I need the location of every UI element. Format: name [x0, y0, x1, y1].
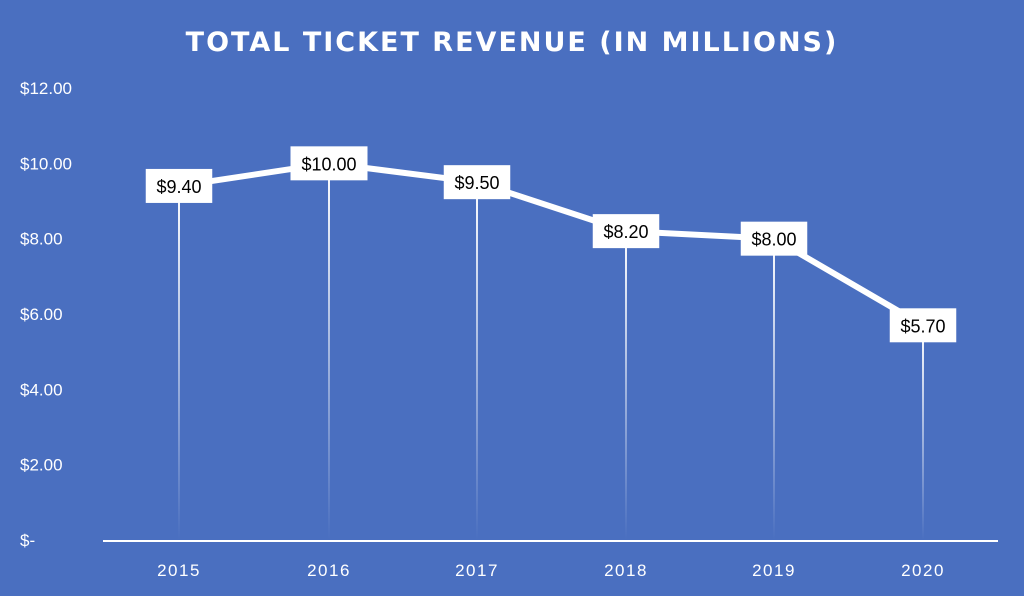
x-tick-label: 2016	[307, 561, 351, 580]
drop-line	[773, 238, 775, 540]
data-label-text: $5.70	[900, 316, 945, 336]
data-label: $10.00	[290, 146, 368, 181]
data-label-box	[443, 165, 511, 200]
y-tick-label: $10.00	[20, 154, 72, 173]
x-tick-label: 2015	[157, 561, 201, 580]
drop-line	[922, 325, 924, 540]
x-tick-label: 2019	[752, 561, 796, 580]
data-label-box	[592, 214, 660, 249]
data-label-text: $10.00	[301, 154, 356, 174]
data-label: $9.40	[145, 168, 213, 203]
series-line	[178, 160, 925, 328]
data-label-text: $8.00	[751, 230, 796, 250]
x-tick-label: 2018	[604, 561, 648, 580]
y-tick-label: $8.00	[20, 230, 63, 249]
chart-title: TOTAL TICKET REVENUE (IN MILLIONS)	[186, 27, 839, 58]
data-label-box	[889, 308, 957, 343]
y-tick-label: $-	[20, 531, 35, 550]
data-label-text: $9.40	[156, 177, 201, 197]
y-tick-label: $4.00	[20, 380, 63, 399]
data-label-box	[145, 168, 213, 203]
data-label: $8.20	[592, 214, 660, 249]
data-label: $5.70	[889, 308, 957, 343]
x-tick-label: 2017	[455, 561, 499, 580]
data-label-text: $9.50	[454, 173, 499, 193]
y-tick-label: $2.00	[20, 456, 63, 475]
data-label: $8.00	[740, 221, 808, 256]
drop-line	[328, 163, 330, 541]
data-label-box	[740, 221, 808, 256]
data-label: $9.50	[443, 165, 511, 200]
y-tick-label: $6.00	[20, 305, 63, 324]
data-label-box	[290, 146, 368, 181]
y-tick-label: $12.00	[20, 79, 72, 98]
drop-line	[625, 231, 627, 540]
drop-line	[178, 185, 180, 540]
drop-line	[476, 182, 478, 540]
x-tick-label: 2020	[901, 561, 945, 580]
data-label-text: $8.20	[603, 222, 648, 242]
